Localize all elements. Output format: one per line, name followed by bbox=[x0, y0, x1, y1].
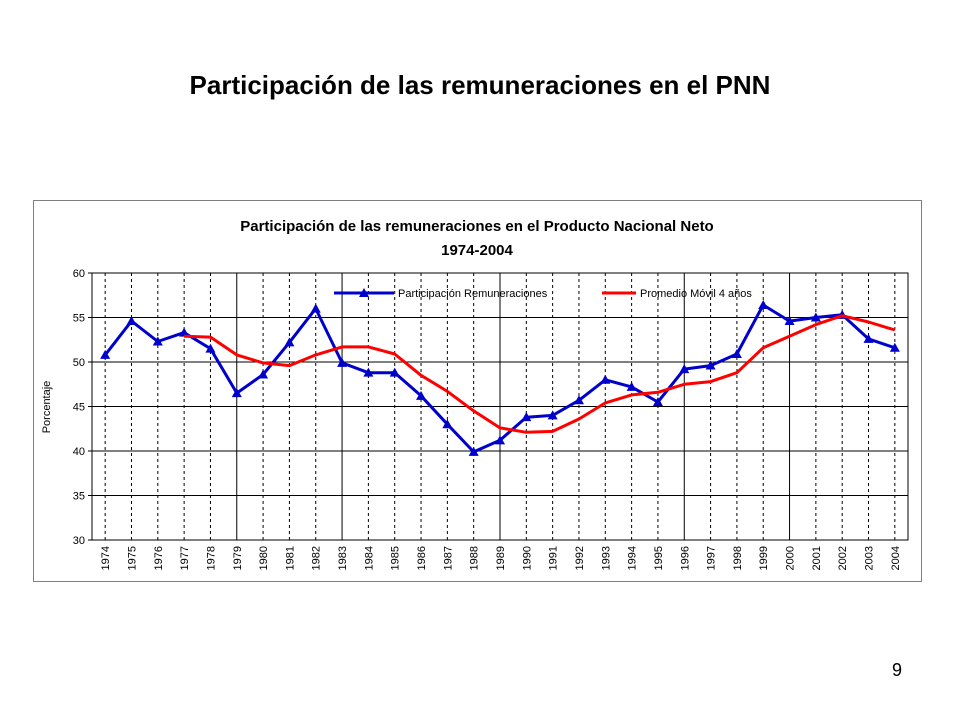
series-group bbox=[100, 300, 900, 456]
y-tick-label: 55 bbox=[73, 313, 85, 325]
x-tick-label: 1980 bbox=[258, 546, 270, 570]
data-point bbox=[889, 342, 900, 352]
grid-group bbox=[92, 272, 908, 541]
y-tick-label: 35 bbox=[73, 491, 85, 503]
x-tick-label: 1984 bbox=[363, 546, 375, 570]
y-tick-label: 45 bbox=[73, 402, 85, 414]
data-point bbox=[126, 316, 137, 326]
data-point bbox=[547, 410, 558, 420]
x-tick-label: 1987 bbox=[442, 546, 454, 570]
x-tick-label: 1999 bbox=[758, 546, 770, 570]
x-tick-label: 1995 bbox=[653, 546, 665, 570]
x-tick-label: 1988 bbox=[469, 546, 481, 570]
data-point bbox=[258, 369, 269, 379]
x-tick-label: 1993 bbox=[600, 546, 612, 570]
x-tick-label: 1983 bbox=[337, 546, 349, 570]
data-point bbox=[679, 364, 690, 374]
y-tick-label: 60 bbox=[73, 268, 85, 280]
legend-label-participacion: Participación Remuneraciones bbox=[398, 288, 548, 300]
x-tick-label: 1991 bbox=[548, 546, 560, 570]
data-point bbox=[100, 349, 111, 359]
legend-label-promedio: Promedio Móvil 4 años bbox=[640, 288, 752, 300]
x-tick-label: 1990 bbox=[521, 546, 533, 570]
y-axis-label: Porcentaje bbox=[41, 381, 53, 434]
data-point bbox=[495, 435, 505, 445]
data-point bbox=[863, 333, 874, 343]
data-point bbox=[626, 381, 637, 391]
slide-title: Participación de las remuneraciones en e… bbox=[189, 70, 771, 100]
x-tick-label: 1977 bbox=[179, 546, 191, 570]
data-point bbox=[416, 390, 427, 400]
axes-group bbox=[88, 272, 909, 541]
x-tick-label: 2001 bbox=[811, 546, 823, 570]
y-tick-label: 40 bbox=[73, 446, 85, 458]
data-point bbox=[179, 327, 190, 337]
data-point bbox=[784, 316, 795, 326]
x-tick-label: 1994 bbox=[627, 546, 639, 570]
x-tick-label: 1978 bbox=[205, 546, 217, 570]
x-tick-label: 2002 bbox=[837, 546, 849, 570]
chart-svg: Participación de las remuneraciones en e… bbox=[41, 218, 909, 570]
x-tick-label: 1981 bbox=[284, 546, 296, 570]
data-point bbox=[600, 374, 611, 384]
data-point bbox=[284, 337, 295, 347]
data-point bbox=[521, 412, 532, 422]
x-tick-label: 2004 bbox=[890, 546, 902, 570]
x-tick-label: 1976 bbox=[153, 546, 165, 570]
x-tick-label: 1989 bbox=[495, 546, 507, 570]
x-tick-label: 2000 bbox=[785, 546, 797, 570]
data-point bbox=[363, 367, 374, 377]
data-point bbox=[573, 395, 584, 405]
series-line-promedio bbox=[184, 314, 896, 434]
data-point bbox=[205, 343, 216, 353]
x-tick-label: 1997 bbox=[706, 546, 718, 570]
x-tick-label: 1979 bbox=[232, 546, 244, 570]
plot-area bbox=[91, 272, 909, 541]
chart-frame: Participación de las remuneraciones en e… bbox=[33, 200, 922, 582]
x-tick-label: 2003 bbox=[864, 546, 876, 570]
data-point bbox=[652, 397, 663, 407]
chart-title: Participación de las remuneraciones en e… bbox=[240, 218, 713, 235]
data-point bbox=[442, 419, 453, 429]
x-tick-label: 1986 bbox=[416, 546, 428, 570]
chart-subtitle: 1974-2004 bbox=[441, 242, 513, 259]
legend-marker bbox=[359, 288, 369, 297]
x-tick-label: 1985 bbox=[390, 546, 402, 570]
y-tick-label: 50 bbox=[73, 357, 85, 369]
data-point bbox=[231, 388, 242, 398]
data-point bbox=[705, 360, 716, 370]
tick-labels-group: 30 35 40 45 50 55 60 1974 1975 1976 1977 1978 1979 19… bbox=[73, 268, 902, 570]
data-point bbox=[152, 336, 163, 346]
data-point bbox=[389, 367, 400, 377]
data-point bbox=[310, 303, 321, 313]
data-point bbox=[731, 348, 742, 358]
x-tick-label: 1992 bbox=[574, 546, 586, 570]
x-tick-label: 1982 bbox=[311, 546, 323, 570]
data-point bbox=[337, 357, 348, 367]
data-point bbox=[758, 300, 769, 310]
data-point bbox=[468, 446, 479, 456]
x-tick-label: 1974 bbox=[100, 546, 112, 570]
page-number: 9 bbox=[891, 660, 902, 680]
y-tick-label: 30 bbox=[73, 535, 85, 547]
x-tick-label: 1998 bbox=[732, 546, 744, 570]
data-point bbox=[810, 312, 821, 322]
x-tick-label: 1975 bbox=[126, 546, 138, 570]
x-tick-label: 1996 bbox=[679, 546, 691, 570]
legend: Participación Remuneraciones Promedio Móv… bbox=[334, 288, 752, 300]
